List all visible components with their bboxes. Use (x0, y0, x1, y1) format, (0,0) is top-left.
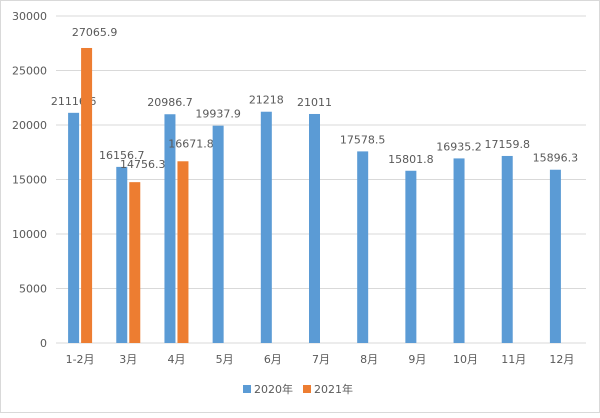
x-tick-label: 7月 (312, 353, 330, 366)
y-tick-label: 25000 (12, 65, 47, 78)
bar-2020年 (116, 166, 128, 343)
data-label: 20986.7 (147, 96, 193, 109)
y-tick-label: 0 (40, 337, 47, 350)
bar-2020年 (260, 111, 272, 343)
legend-swatch (303, 385, 311, 393)
data-label: 17159.8 (484, 138, 530, 151)
x-tick-label: 3月 (119, 353, 137, 366)
data-label: 17578.5 (340, 133, 386, 146)
bar-2020年 (309, 113, 320, 343)
bar-2020年 (357, 151, 369, 343)
data-label: 21218 (249, 94, 284, 107)
legend-label: 2021年 (314, 382, 353, 396)
bar-2020年 (453, 158, 465, 343)
data-label: 21011 (297, 96, 332, 109)
legend-label: 2020年 (254, 382, 293, 396)
data-label: 15801.8 (388, 153, 434, 166)
y-tick-label: 30000 (12, 10, 47, 23)
bar-2020年 (501, 155, 513, 343)
x-tick-label: 10月 (453, 353, 478, 366)
y-tick-label: 10000 (12, 228, 47, 241)
bar-2020年 (405, 170, 417, 343)
bar-2021年 (81, 47, 93, 343)
x-tick-label: 12月 (549, 353, 574, 366)
bar-2020年 (212, 125, 224, 344)
bar-2021年 (129, 182, 141, 343)
bar-2021年 (177, 161, 189, 343)
data-label: 14756.3 (120, 158, 166, 171)
x-tick-label: 8月 (360, 353, 378, 366)
x-tick-label: 9月 (408, 353, 426, 366)
data-label: 16935.2 (436, 140, 482, 153)
bar-2020年 (549, 169, 561, 343)
y-tick-label: 20000 (12, 119, 47, 132)
legend-swatch (243, 385, 251, 393)
bar-2020年 (68, 112, 80, 343)
x-tick-label: 5月 (216, 353, 234, 366)
x-tick-label: 1-2月 (66, 353, 95, 366)
data-label: 16671.8 (168, 137, 214, 150)
bar-2020年 (164, 114, 176, 344)
y-tick-label: 5000 (19, 283, 47, 296)
y-tick-label: 15000 (12, 174, 47, 187)
data-label: 19937.9 (195, 108, 241, 121)
x-tick-label: 6月 (264, 353, 282, 366)
x-tick-label: 11月 (501, 353, 526, 366)
data-label: 15896.3 (533, 152, 579, 165)
data-label: 16156.7 (99, 149, 145, 162)
data-label: 27065.9 (72, 26, 118, 39)
x-tick-label: 4月 (167, 353, 185, 366)
